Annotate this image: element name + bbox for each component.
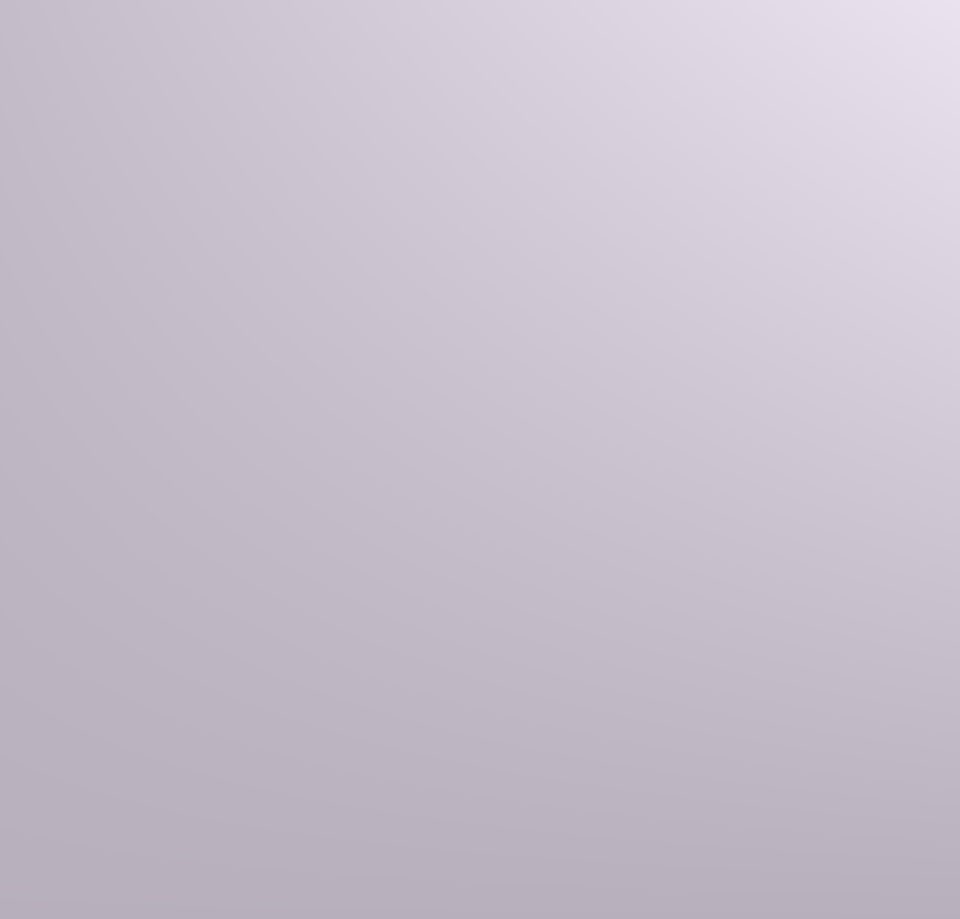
Circle shape [660,389,684,411]
Text: The total conductance of the circuit shown: The total conductance of the circuit sho… [48,41,752,69]
Text: 1 Ω: 1 Ω [450,518,495,542]
Circle shape [761,384,794,415]
Text: in Fig. 8 is:: in Fig. 8 is: [48,96,230,124]
Circle shape [123,384,156,415]
Text: 13 S: 13 S [99,630,167,657]
Circle shape [262,389,285,411]
Text: 2 Ω: 2 Ω [450,337,495,361]
Text: 1.6 S: 1.6 S [99,698,178,726]
Text: Fig.8: Fig.8 [442,641,504,661]
Text: 2.5 S: 2.5 S [99,836,178,864]
Text: 6 S: 6 S [99,767,148,795]
Text: 10 Ω: 10 Ω [443,158,503,182]
